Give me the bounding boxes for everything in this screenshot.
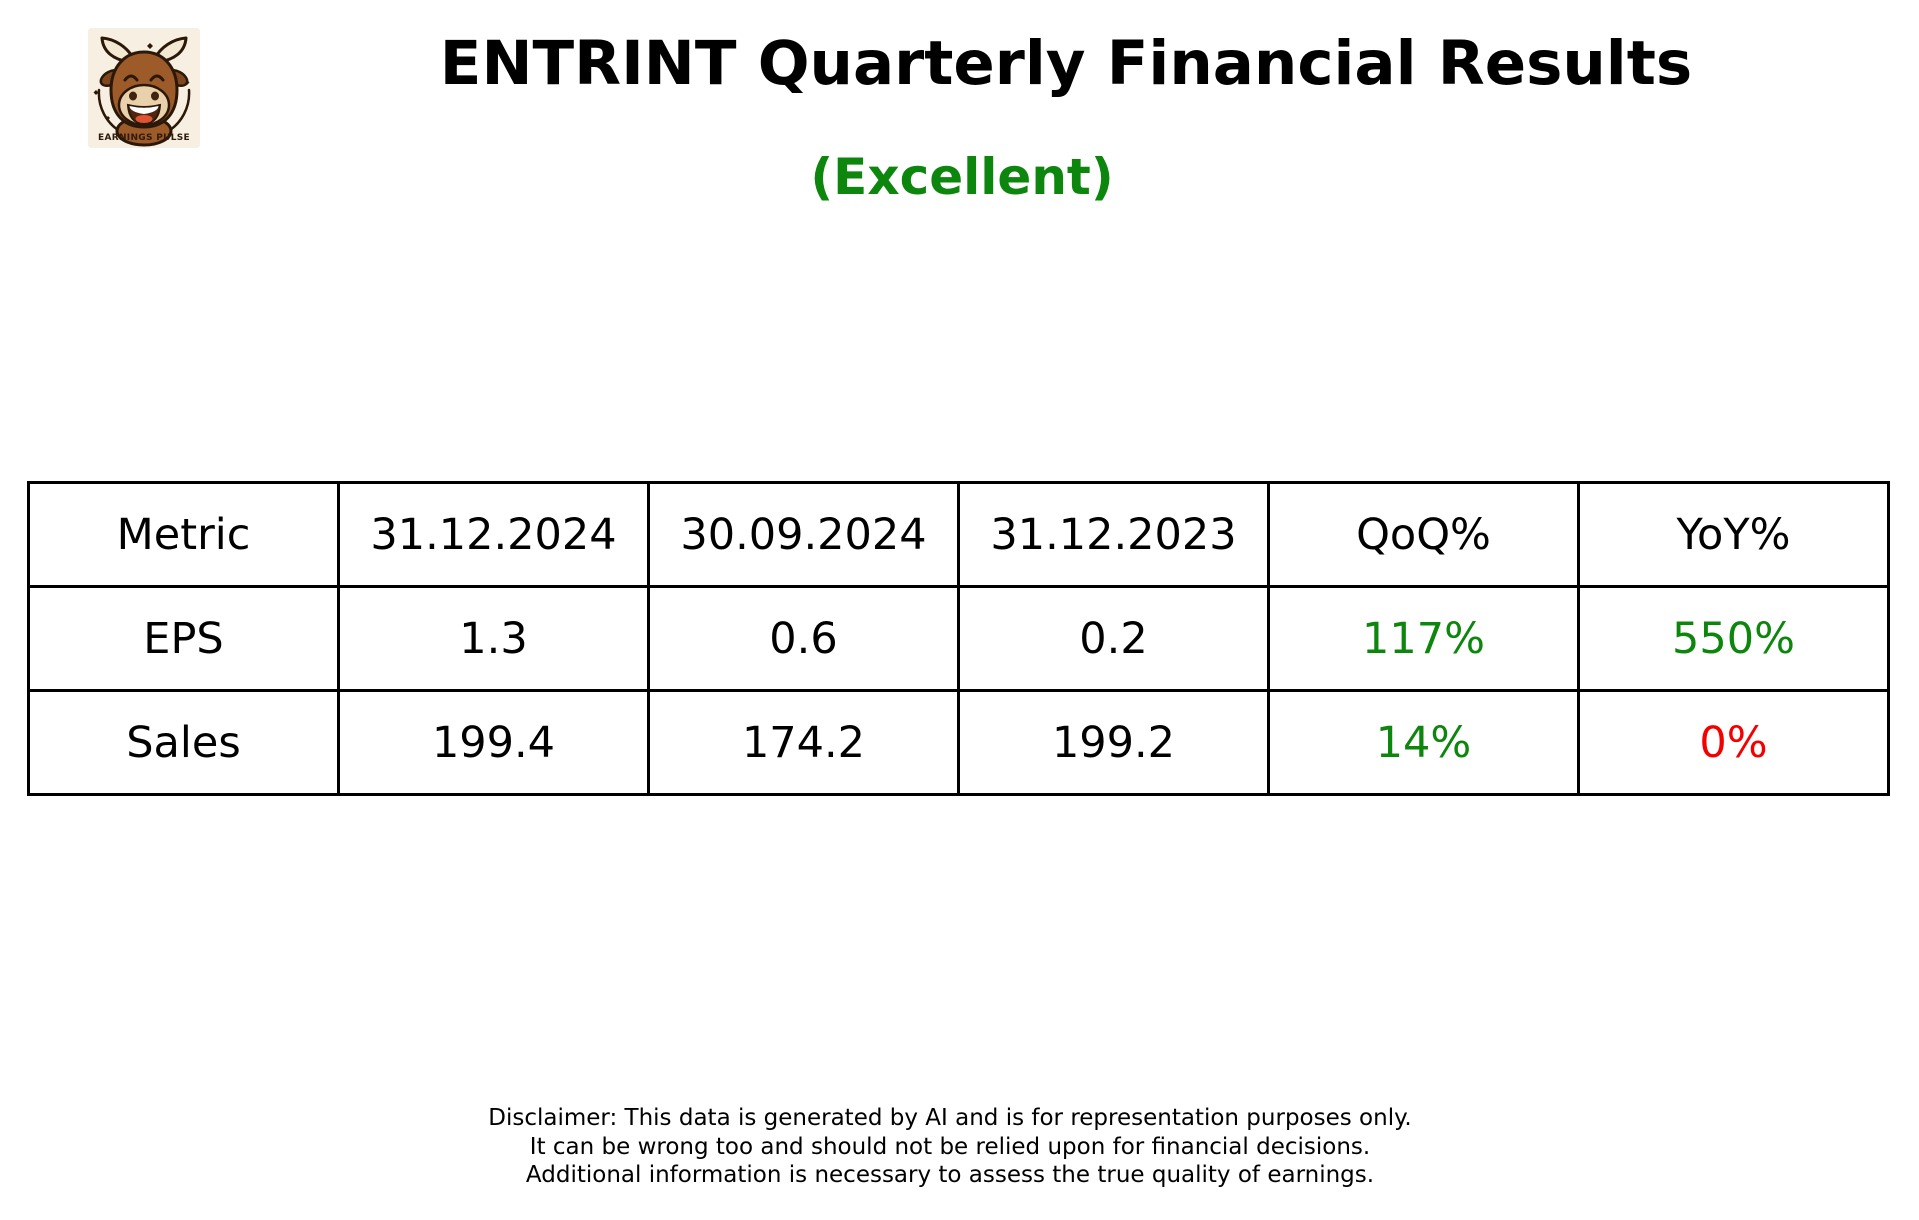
disclaimer-line-3: Additional information is necessary to a… <box>525 1162 1375 1188</box>
eps-qoq-cell: 117% <box>1267 585 1580 692</box>
col-header-q-latest: 31.12.2024 <box>337 481 650 588</box>
table-header-row: Metric 31.12.2024 30.09.2024 31.12.2023 … <box>27 481 1890 588</box>
bull-icon: EARNINGS PULSE <box>88 28 200 148</box>
col-header-q-yearago: 31.12.2023 <box>957 481 1270 588</box>
eps-latest-cell: 1.3 <box>337 585 650 692</box>
sales-latest-cell: 199.4 <box>337 689 650 796</box>
sales-qoq-cell: 14% <box>1267 689 1580 796</box>
page-title: ENTRINT Quarterly Financial Results <box>439 28 1693 99</box>
col-header-q-prev: 30.09.2024 <box>647 481 960 588</box>
financial-results-table: Metric 31.12.2024 30.09.2024 31.12.2023 … <box>27 481 1890 796</box>
verdict-label: (Excellent) <box>810 148 1114 206</box>
col-header-metric: Metric <box>27 481 340 588</box>
disclaimer: Disclaimer: This data is generated by AI… <box>488 1104 1411 1190</box>
eps-prev-cell: 0.6 <box>647 585 960 692</box>
eps-metric-cell: EPS <box>27 585 340 692</box>
table-row-eps: EPS 1.3 0.6 0.2 117% 550% <box>27 585 1890 692</box>
sales-yoy-cell: 0% <box>1577 689 1890 796</box>
table-row-sales: Sales 199.4 174.2 199.2 14% 0% <box>27 689 1890 796</box>
col-header-qoq: QoQ% <box>1267 481 1580 588</box>
earnings-pulse-logo: EARNINGS PULSE <box>88 28 200 148</box>
disclaimer-line-1: Disclaimer: This data is generated by AI… <box>488 1105 1412 1131</box>
sales-yearago-cell: 199.2 <box>957 689 1270 796</box>
col-header-yoy: YoY% <box>1577 481 1890 588</box>
eps-yearago-cell: 0.2 <box>957 585 1270 692</box>
eps-yoy-cell: 550% <box>1577 585 1890 692</box>
disclaimer-line-2: It can be wrong too and should not be re… <box>529 1133 1371 1160</box>
sales-metric-cell: Sales <box>27 689 340 796</box>
sales-prev-cell: 174.2 <box>647 689 960 796</box>
logo-brand-text: EARNINGS PULSE <box>98 133 190 143</box>
